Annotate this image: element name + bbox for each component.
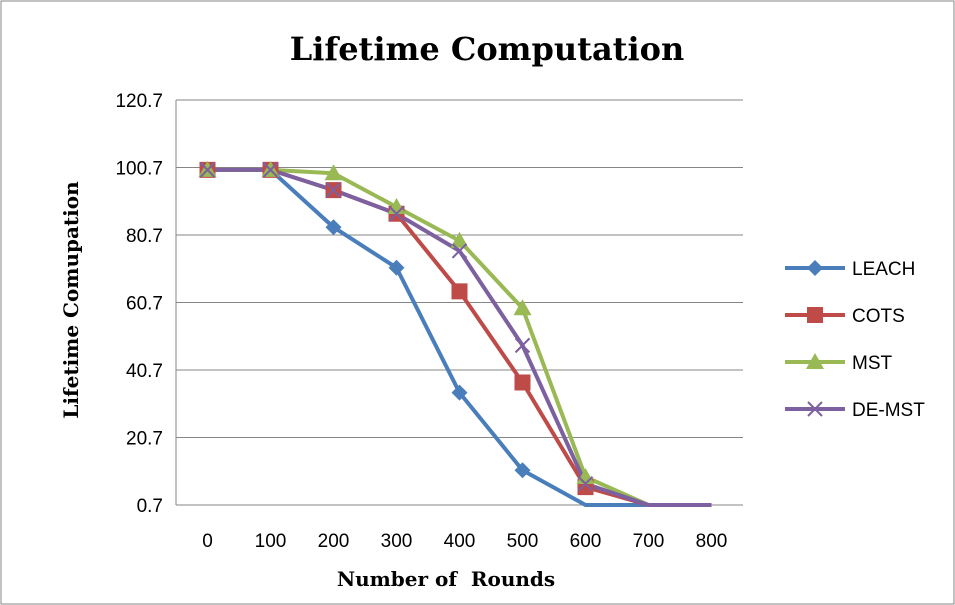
legend-marker <box>807 401 823 417</box>
x-tick-label: 700 <box>633 531 665 552</box>
x-tick-label: 800 <box>696 531 728 552</box>
data-point-de-mst <box>577 476 594 492</box>
y-axis-title: Lifetime Comupation <box>59 181 83 419</box>
legend-marker <box>806 353 824 369</box>
legend-label: MST <box>852 353 893 374</box>
x-tick-label: 400 <box>444 531 476 552</box>
data-point-de-mst <box>451 243 468 259</box>
legend-item-cots: COTS <box>785 306 905 327</box>
y-axis-ticks: 0.7 20.7 40.7 60.7 80.7 100.7 120.7 <box>115 91 163 517</box>
data-point-leach <box>325 219 342 236</box>
data-point-leach <box>514 462 531 479</box>
legend-item-leach: LEACH <box>785 259 915 280</box>
data-point-leach <box>388 259 405 276</box>
series-markers <box>198 160 595 496</box>
legend-label: LEACH <box>852 259 915 280</box>
data-point-mst <box>513 299 532 316</box>
x-tick-label: 0 <box>202 531 213 552</box>
x-tick-label: 300 <box>381 531 413 552</box>
x-axis-ticks: 0 100 200 300 400 500 600 700 800 <box>202 531 727 552</box>
y-tick-label: 120.7 <box>115 91 163 112</box>
y-tick-label: 100.7 <box>115 159 163 180</box>
data-point-de-mst <box>199 162 216 178</box>
legend-label: DE-MST <box>852 400 925 421</box>
legend-marker <box>807 307 823 323</box>
x-tick-label: 500 <box>507 531 539 552</box>
y-tick-label: 40.7 <box>126 361 163 382</box>
x-tick-label: 200 <box>318 531 350 552</box>
legend-item-mst: MST <box>785 353 893 374</box>
data-point-mst <box>450 231 469 248</box>
y-tick-label: 0.7 <box>137 496 163 517</box>
data-point-mst <box>324 164 343 181</box>
data-point-de-mst <box>262 162 279 178</box>
chart-title: Lifetime Computation <box>290 30 684 68</box>
data-point-cots <box>451 283 468 300</box>
legend-item-de-mst: DE-MST <box>785 400 925 421</box>
data-point-cots <box>514 374 531 391</box>
y-tick-label: 60.7 <box>126 294 163 315</box>
legend: LEACH COTS MST DE-MST <box>785 259 925 421</box>
data-point-leach <box>451 384 468 401</box>
legend-label: COTS <box>852 306 905 327</box>
data-point-de-mst <box>514 337 531 354</box>
x-tick-label: 100 <box>255 531 287 552</box>
data-point-de-mst <box>325 182 342 198</box>
legend-marker <box>807 260 823 276</box>
y-tick-label: 80.7 <box>126 226 163 247</box>
y-tick-label: 20.7 <box>126 429 163 450</box>
x-axis-title: Number of Rounds <box>337 567 555 591</box>
x-tick-label: 600 <box>570 531 602 552</box>
data-point-de-mst <box>388 206 405 222</box>
